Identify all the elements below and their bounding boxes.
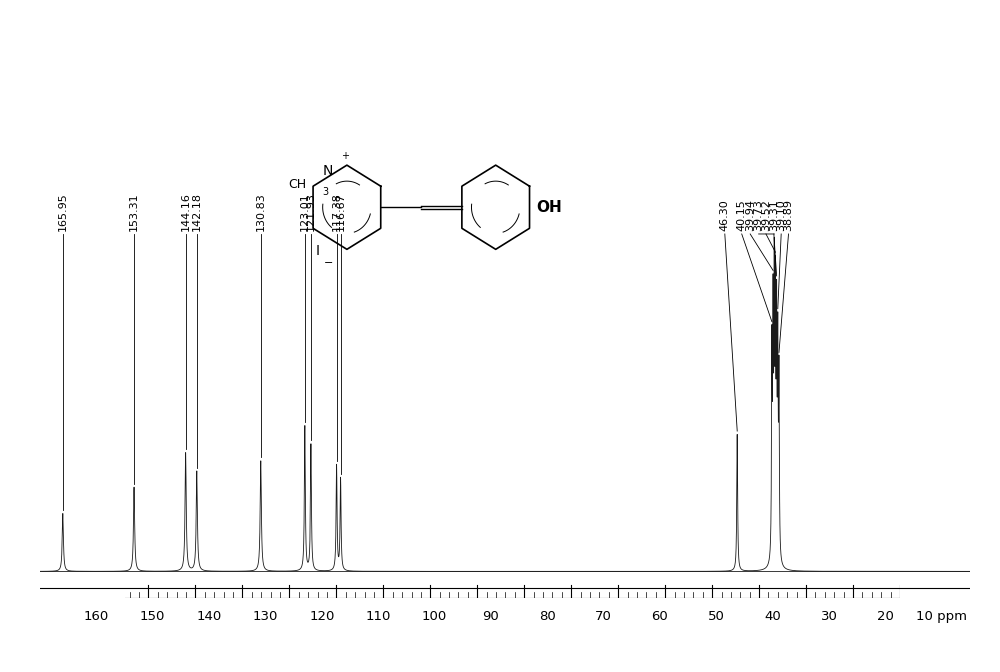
Text: 39.10: 39.10 [776,199,786,230]
Text: 116.67: 116.67 [336,192,346,230]
Text: 39.94: 39.94 [745,199,755,230]
Text: 123.01: 123.01 [300,192,310,230]
Text: 38.89: 38.89 [784,199,794,230]
Text: I: I [316,245,320,259]
Text: CH: CH [288,177,306,191]
Text: 3: 3 [323,187,329,198]
Text: 46.30: 46.30 [720,199,730,230]
Text: OH: OH [537,200,562,215]
Text: 121.93: 121.93 [306,192,316,230]
Text: 40.15: 40.15 [737,199,747,230]
Text: 39.31: 39.31 [769,199,779,230]
Text: 153.31: 153.31 [129,192,139,230]
Text: 39.73: 39.73 [754,199,764,230]
Text: 39.52: 39.52 [761,199,771,230]
Text: +: + [341,151,349,161]
Text: 117.38: 117.38 [332,192,342,230]
Text: N: N [323,165,333,179]
Text: 165.95: 165.95 [58,192,68,230]
Text: 142.18: 142.18 [192,192,202,230]
Text: 130.83: 130.83 [256,192,266,230]
Text: −: − [324,259,334,268]
Text: 144.16: 144.16 [181,192,191,230]
